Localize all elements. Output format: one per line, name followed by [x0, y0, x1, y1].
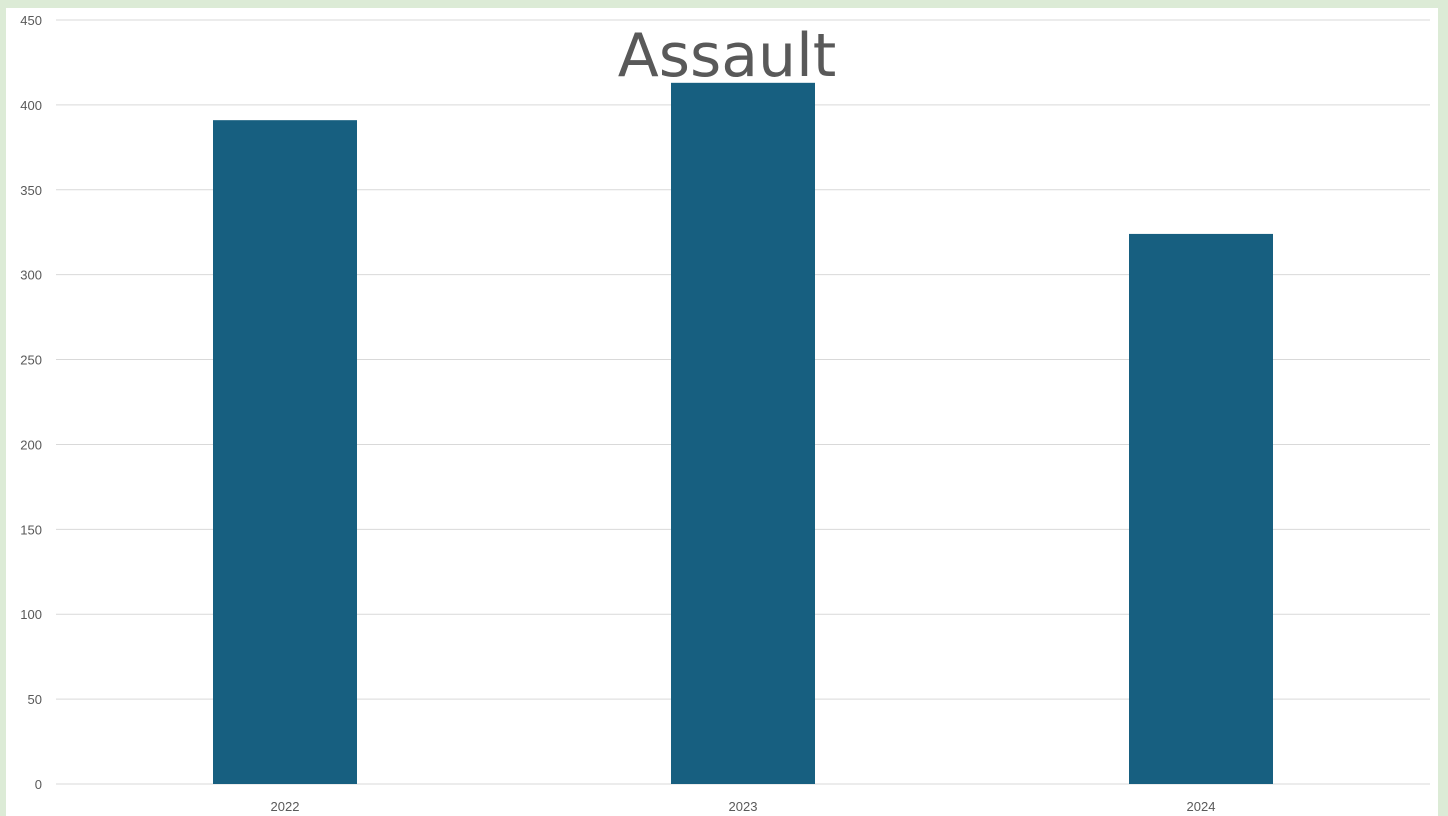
- y-tick-label: 50: [28, 692, 42, 707]
- y-tick-label: 400: [20, 98, 42, 113]
- bar-2023: [671, 82, 815, 785]
- y-tick-label: 350: [20, 183, 42, 198]
- y-tick-label: 450: [20, 13, 42, 28]
- y-tick-label: 300: [20, 268, 42, 283]
- x-axis-tick-labels: 2022 2023 2024: [271, 799, 1216, 814]
- y-tick-label: 100: [20, 607, 42, 622]
- y-tick-label: 250: [20, 353, 42, 368]
- y-axis-tick-labels: 0 50 100 150 200 250 300 350 400 450: [20, 13, 42, 792]
- bar-2024: [1129, 233, 1273, 785]
- chart-title: Assault: [618, 21, 837, 91]
- y-tick-label: 200: [20, 437, 42, 452]
- bars: [213, 82, 1273, 785]
- x-tick-label: 2023: [729, 799, 758, 814]
- bar-2022: [213, 120, 357, 785]
- y-tick-label: 0: [35, 777, 42, 792]
- x-tick-label: 2024: [1187, 799, 1216, 814]
- y-tick-label: 150: [20, 522, 42, 537]
- x-tick-label: 2022: [271, 799, 300, 814]
